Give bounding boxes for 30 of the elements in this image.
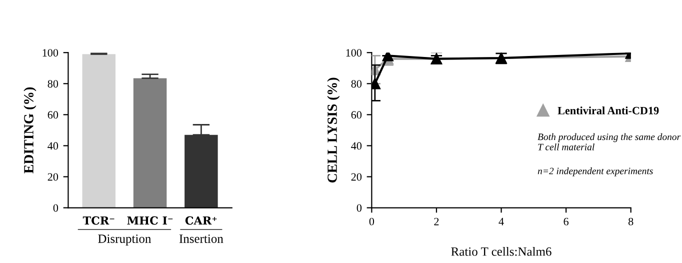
y-tick-label: 20 — [48, 173, 58, 181]
y-tick-label: 100 — [42, 49, 58, 57]
text: Disruption — [98, 234, 152, 246]
y-axis-title: CELL LYSIS (%) — [327, 78, 340, 183]
x-tick-label: 2 — [434, 218, 439, 226]
bar — [133, 78, 167, 208]
x-tick-label: 0 — [369, 218, 374, 226]
y-tick-label: 40 — [351, 142, 362, 150]
x-tick-label: TCR⁻ — [82, 216, 114, 225]
annotation: n=2 independent experiments — [538, 167, 653, 176]
y-tick-label: 80 — [48, 80, 58, 88]
annotation: Both produced using the same donor T cell material — [538, 133, 681, 150]
y-axis-title: EDITING (%) — [24, 87, 36, 174]
x-tick-label: CAR⁺ — [185, 216, 217, 225]
y-tick-label: 0 — [53, 204, 58, 212]
x-tick-label: 6 — [564, 218, 569, 226]
y-tick-label: 20 — [351, 173, 362, 181]
x-tick-label: 4 — [498, 218, 504, 226]
x-tick-label: MHC I⁻ — [127, 216, 173, 225]
bar — [82, 54, 116, 208]
x-axis-title: Ratio T cells:Nalm6 — [451, 247, 552, 256]
text: Insertion — [179, 234, 224, 243]
x-tick-label: 8 — [628, 218, 634, 226]
y-tick-label: 60 — [351, 111, 362, 119]
y-tick-label: 60 — [48, 111, 58, 119]
y-tick-label: 40 — [48, 142, 58, 150]
legend-label: Lentiviral Anti-CD19 — [558, 106, 659, 114]
y-tick-label: 80 — [351, 80, 362, 88]
y-tick-label: 0 — [356, 204, 362, 212]
y-tick-label: 100 — [346, 49, 362, 57]
